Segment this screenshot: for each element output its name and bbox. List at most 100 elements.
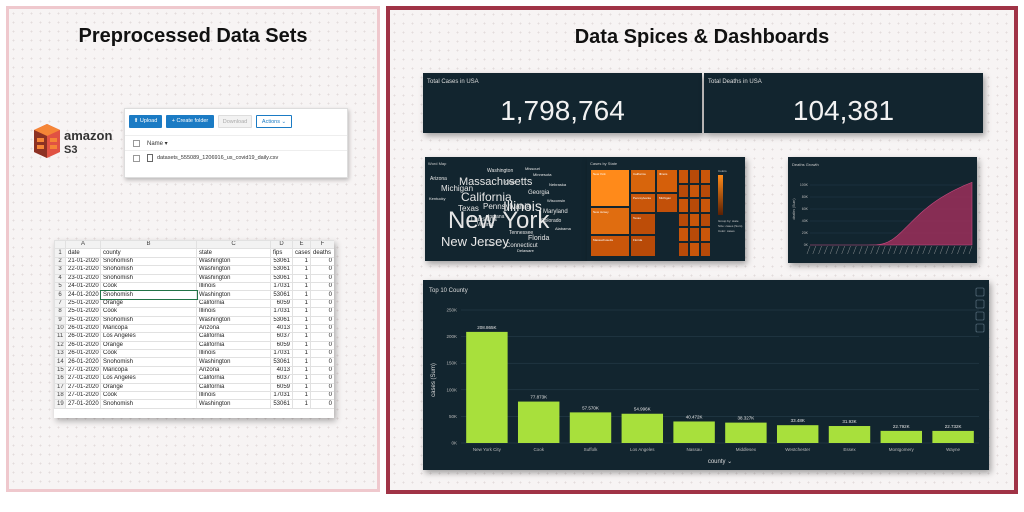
table-cell[interactable]: 1 xyxy=(292,323,311,334)
treemap-tile[interactable] xyxy=(678,227,689,242)
table-cell[interactable]: 1 xyxy=(292,256,311,267)
word-map-word[interactable]: Delaware xyxy=(517,248,534,253)
table-cell[interactable]: Washington xyxy=(196,315,271,325)
word-map-word[interactable]: Wisconsin xyxy=(547,198,566,203)
create-folder-button[interactable]: + Create folder xyxy=(166,115,214,128)
table-cell[interactable]: cases xyxy=(292,248,311,258)
table-cell[interactable]: 0 xyxy=(310,256,334,267)
table-cell[interactable]: 1 xyxy=(292,315,311,325)
table-cell[interactable]: 1 xyxy=(292,290,311,300)
table-cell[interactable]: 0 xyxy=(310,332,334,342)
name-column-header[interactable]: Name ▾ xyxy=(147,141,168,147)
word-map-word[interactable]: Illinois xyxy=(503,198,542,214)
table-cell[interactable]: Washington xyxy=(196,290,271,300)
table-cell[interactable]: Washington xyxy=(196,265,271,275)
table-cell[interactable]: 0 xyxy=(310,307,334,317)
table-cell[interactable]: 53061 xyxy=(270,265,293,275)
visual-toolbar-icon[interactable] xyxy=(975,323,985,333)
treemap-tile[interactable] xyxy=(700,183,711,199)
table-cell[interactable]: 0 xyxy=(310,315,334,325)
row-number[interactable]: 12 xyxy=(54,340,66,351)
table-cell[interactable]: 6037 xyxy=(270,374,293,384)
table-cell[interactable]: 53061 xyxy=(270,256,293,267)
treemap-tile[interactable]: New Jersey xyxy=(590,207,630,235)
row-number[interactable]: 6 xyxy=(54,290,66,300)
table-cell[interactable]: 17031 xyxy=(270,391,293,401)
treemap-tile[interactable] xyxy=(689,169,700,184)
actions-dropdown[interactable]: Actions ⌄ xyxy=(256,115,292,128)
table-cell[interactable]: 17031 xyxy=(270,349,293,359)
word-map-word[interactable]: New York xyxy=(448,207,550,234)
table-cell[interactable]: 1 xyxy=(292,340,311,351)
row-number[interactable]: 7 xyxy=(54,298,66,309)
table-cell[interactable]: 1 xyxy=(292,349,311,359)
column-header[interactable]: F xyxy=(310,240,334,250)
table-cell[interactable]: 1 xyxy=(292,273,311,283)
column-header[interactable]: C xyxy=(196,240,271,250)
table-cell[interactable]: 25-01-2020 xyxy=(65,298,101,309)
table-cell[interactable]: 27-01-2020 xyxy=(65,391,101,401)
treemap-tile[interactable] xyxy=(700,198,711,213)
table-cell[interactable]: 24-01-2020 xyxy=(65,281,101,292)
table-cell[interactable]: Arizona xyxy=(196,365,271,376)
word-map-word[interactable]: Texas xyxy=(458,204,479,213)
word-map-word[interactable]: Maryland xyxy=(543,209,568,215)
table-cell[interactable]: 0 xyxy=(310,349,334,359)
table-cell[interactable]: California xyxy=(196,382,271,393)
table-cell[interactable]: Washington xyxy=(196,357,271,367)
treemap-tile[interactable]: New York xyxy=(590,169,630,207)
table-cell[interactable]: county xyxy=(100,248,197,258)
row-number[interactable]: 1 xyxy=(54,248,66,258)
table-cell[interactable]: 4013 xyxy=(270,323,293,334)
table-cell[interactable]: California xyxy=(196,332,271,342)
table-cell[interactable]: Arizona xyxy=(196,323,271,334)
word-map-word[interactable]: Washington xyxy=(487,168,514,174)
bar[interactable] xyxy=(880,430,923,443)
row-number[interactable]: 4 xyxy=(54,273,66,283)
table-cell[interactable]: 21-01-2020 xyxy=(65,256,101,267)
column-header[interactable]: B xyxy=(100,240,197,250)
table-cell[interactable]: 1 xyxy=(292,307,311,317)
table-cell[interactable]: Cook xyxy=(100,307,197,317)
table-cell[interactable]: 27-01-2020 xyxy=(65,399,101,409)
table-cell[interactable]: Cook xyxy=(100,349,197,359)
treemap-tile[interactable]: Illinois xyxy=(656,169,678,193)
row-number[interactable]: 15 xyxy=(54,365,66,376)
download-button[interactable]: Download xyxy=(218,115,252,128)
visual-toolbar-icon[interactable] xyxy=(975,311,985,321)
table-cell[interactable]: 27-01-2020 xyxy=(65,365,101,376)
table-cell[interactable]: 26-01-2020 xyxy=(65,340,101,351)
bar[interactable] xyxy=(725,422,767,443)
table-cell[interactable]: 0 xyxy=(310,265,334,275)
word-map-word[interactable]: Tennessee xyxy=(509,230,534,236)
table-cell[interactable]: 53061 xyxy=(270,273,293,283)
row-number[interactable]: 11 xyxy=(54,332,66,342)
table-cell[interactable]: Illinois xyxy=(196,281,271,292)
table-cell[interactable]: 1 xyxy=(292,382,311,393)
row-number[interactable]: 2 xyxy=(54,256,66,267)
bar[interactable] xyxy=(932,430,974,443)
table-cell[interactable]: 24-01-2020 xyxy=(65,290,101,300)
bar[interactable] xyxy=(828,426,871,443)
word-map-word[interactable]: Florida xyxy=(528,235,550,242)
treemap-tile[interactable]: Pennsylvania xyxy=(630,193,656,213)
row-number[interactable]: 19 xyxy=(54,399,66,409)
table-cell[interactable]: 0 xyxy=(310,340,334,351)
table-cell[interactable]: date xyxy=(65,248,101,258)
column-header[interactable]: E xyxy=(292,240,311,250)
table-cell[interactable]: Snohomish xyxy=(100,273,197,283)
table-cell[interactable]: fips xyxy=(270,248,293,258)
table-cell[interactable]: Los Angeles xyxy=(100,332,197,342)
table-cell[interactable]: 0 xyxy=(310,374,334,384)
treemap-tile[interactable] xyxy=(689,227,700,242)
column-header[interactable]: A xyxy=(65,240,101,250)
table-cell[interactable]: Los Angeles xyxy=(100,374,197,384)
word-map-word[interactable]: Nebraska xyxy=(549,182,567,187)
row-number[interactable]: 13 xyxy=(54,349,66,359)
table-cell[interactable]: 1 xyxy=(292,374,311,384)
row-number[interactable]: 10 xyxy=(54,323,66,334)
visual-toolbar-icon[interactable] xyxy=(975,299,985,309)
table-cell[interactable]: Snohomish xyxy=(99,289,198,301)
treemap-tile[interactable] xyxy=(678,183,689,199)
word-map-word[interactable]: Alabama xyxy=(555,226,571,231)
